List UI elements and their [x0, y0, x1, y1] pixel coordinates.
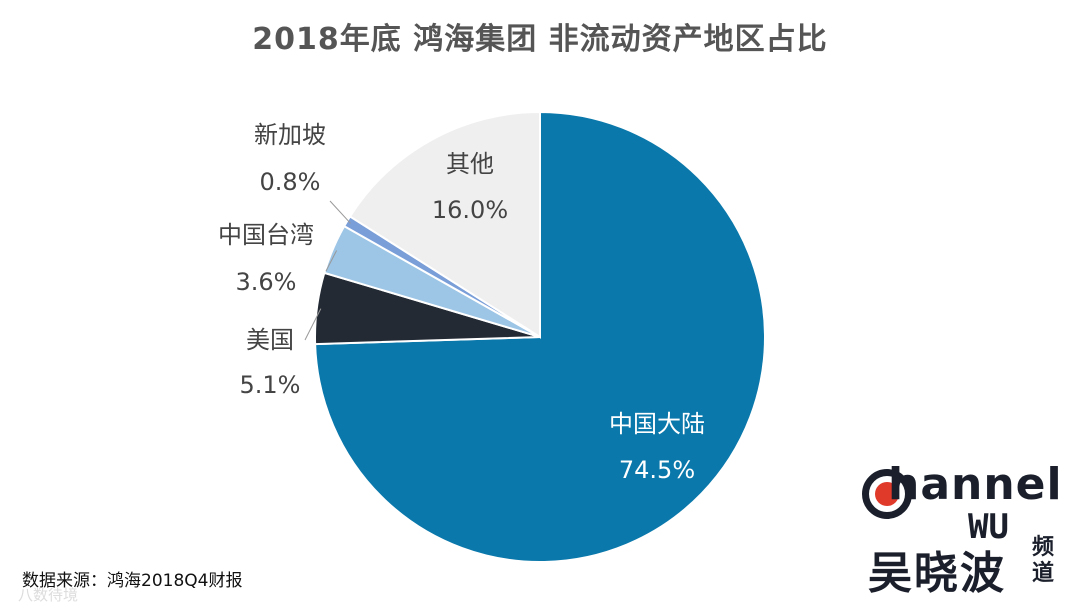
- logo-chinese-small: 频道: [1032, 535, 1055, 586]
- slice-value-4: 16.0%: [432, 196, 508, 224]
- logo-chinese-name: 吴晓波: [868, 548, 1006, 599]
- data-source-note: 数据来源：鸿海2018Q4财报: [22, 571, 243, 591]
- logo-dot-icon: [875, 482, 899, 506]
- slice-label-1: 美国: [246, 326, 294, 354]
- chart-title: 2018年底 鸿海集团 非流动资产地区占比: [252, 22, 828, 57]
- slice-label-3: 新加坡: [254, 121, 326, 149]
- pie-slice-4: [348, 110, 541, 339]
- logo-word: hannel: [888, 459, 1063, 510]
- channel-wu-logo: hannel WU 吴晓波 频道: [860, 455, 1065, 599]
- slice-label-4: 其他: [446, 150, 494, 178]
- slice-value-0: 74.5%: [619, 456, 695, 484]
- leader-line-3: [329, 200, 351, 224]
- leader-line-2: [325, 250, 338, 272]
- slice-label-2: 中国台湾: [218, 221, 314, 249]
- slice-value-3: 0.8%: [260, 168, 321, 196]
- logo-ring-icon: [862, 469, 912, 519]
- slice-label-0: 中国大陆: [609, 410, 705, 438]
- leader-line-1: [304, 308, 322, 341]
- slice-value-1: 5.1%: [240, 371, 301, 399]
- watermark: 八数待境: [18, 586, 79, 604]
- logo-sub: WU: [968, 507, 1009, 547]
- slice-value-2: 3.6%: [236, 268, 297, 296]
